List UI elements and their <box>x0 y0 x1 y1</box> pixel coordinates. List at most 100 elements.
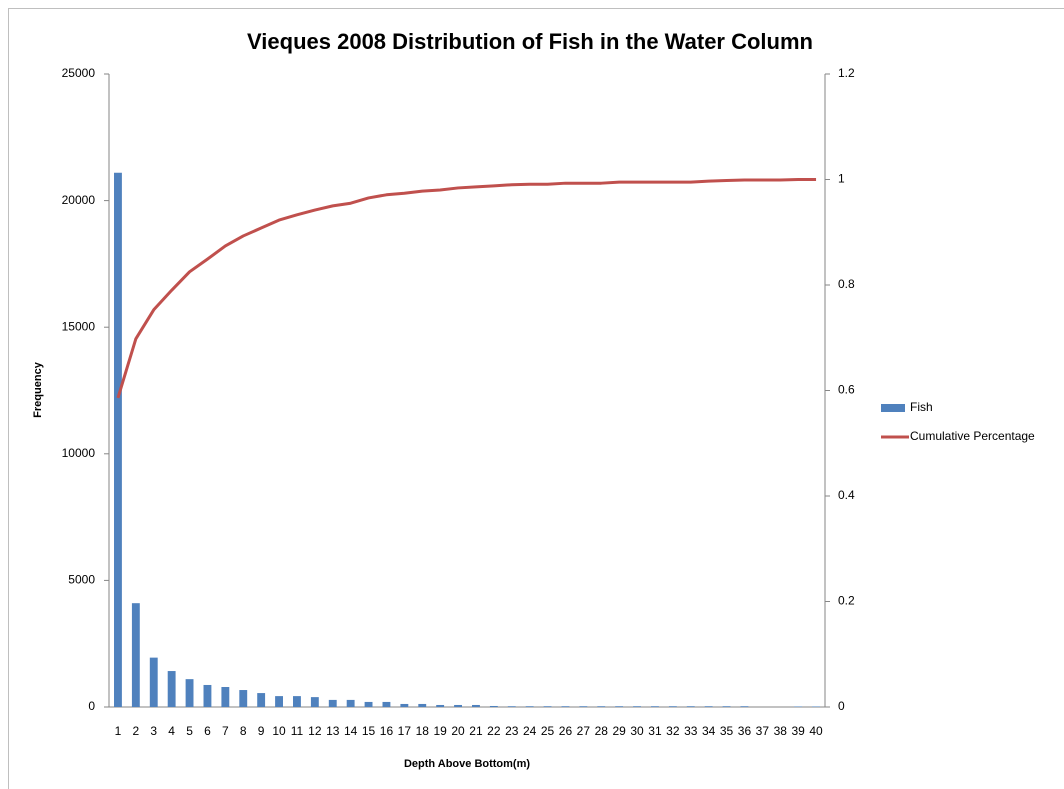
bar <box>293 696 301 707</box>
y2-tick-label: 0.2 <box>838 594 855 608</box>
bar <box>221 686 230 707</box>
x-tick-label: 33 <box>684 724 698 738</box>
x-tick-label: 4 <box>168 724 175 738</box>
y2-tick-label: 0 <box>838 699 845 713</box>
chart-title: Vieques 2008 Distribution of Fish in the… <box>247 29 813 54</box>
bar <box>454 704 462 707</box>
bar <box>651 706 659 707</box>
x-tick-label: 14 <box>344 724 358 738</box>
bar <box>310 697 319 707</box>
bar <box>633 706 641 707</box>
x-tick-label: 24 <box>523 724 537 738</box>
x-tick-label: 35 <box>720 724 734 738</box>
bar <box>597 706 606 707</box>
bar <box>489 705 498 707</box>
y-axis-title: Frequency <box>32 361 44 418</box>
x-tick-label: 25 <box>541 724 555 738</box>
bar <box>275 696 283 707</box>
bar <box>579 706 588 707</box>
bar <box>239 690 248 707</box>
bar <box>382 701 391 707</box>
y2-tick-label: 0.6 <box>838 383 855 397</box>
x-tick-label: 39 <box>791 724 805 738</box>
x-tick-label: 37 <box>756 724 770 738</box>
x-tick-label: 13 <box>326 724 340 738</box>
bar <box>686 706 695 707</box>
bar <box>185 679 194 707</box>
bar <box>615 706 624 707</box>
x-tick-label: 18 <box>416 724 430 738</box>
bar <box>203 684 212 707</box>
x-axis-title: Depth Above Bottom(m) <box>404 758 530 770</box>
x-tick-label: 9 <box>258 724 265 738</box>
x-tick-label: 10 <box>272 724 286 738</box>
x-tick-label: 31 <box>648 724 662 738</box>
y2-tick-label: 1 <box>838 172 845 186</box>
x-tick-label: 20 <box>451 724 465 738</box>
bar <box>812 706 820 707</box>
chart-border <box>8 8 1064 789</box>
x-tick-label: 19 <box>433 724 447 738</box>
bar <box>543 706 552 707</box>
x-tick-label: 12 <box>308 724 322 738</box>
x-tick-label: 23 <box>505 724 519 738</box>
x-tick-label: 38 <box>774 724 788 738</box>
x-tick-label: 17 <box>398 724 412 738</box>
x-tick-label: 3 <box>150 724 157 738</box>
x-tick-label: 5 <box>186 724 193 738</box>
y-tick-label: 10000 <box>62 446 96 460</box>
bar <box>149 657 158 707</box>
x-tick-label: 1 <box>115 724 122 738</box>
bar <box>525 706 534 707</box>
x-tick-label: 11 <box>291 724 304 738</box>
x-tick-label: 27 <box>577 724 591 738</box>
bar <box>328 699 337 707</box>
x-tick-label: 7 <box>222 724 229 738</box>
x-tick-label: 29 <box>612 724 626 738</box>
line <box>116 178 817 399</box>
x-tick-label: 8 <box>240 724 247 738</box>
x-tick-label: 15 <box>362 724 376 738</box>
y-tick-label: 15000 <box>62 319 96 333</box>
y-tick-label: 20000 <box>62 193 96 207</box>
x-tick-label: 26 <box>559 724 573 738</box>
bar <box>507 706 516 707</box>
x-tick-label: 21 <box>469 724 483 738</box>
x-tick-label: 16 <box>380 724 394 738</box>
x-tick-label: 2 <box>133 724 140 738</box>
y2-tick-label: 1.2 <box>838 66 855 80</box>
y2-tick-label: 0.4 <box>838 488 855 502</box>
y-tick-label: 0 <box>88 699 95 713</box>
legend-swatch <box>881 404 905 412</box>
x-tick-label: 30 <box>630 724 644 738</box>
bar <box>167 671 176 707</box>
legend-label: Fish <box>910 400 933 414</box>
legend-label: Cumulative Percentage <box>910 429 1035 443</box>
bar <box>704 706 713 707</box>
bar <box>436 704 445 707</box>
bar <box>722 706 731 707</box>
y-tick-label: 5000 <box>68 573 95 587</box>
bar <box>740 706 749 707</box>
bar <box>346 699 355 707</box>
x-tick-label: 22 <box>487 724 501 738</box>
x-tick-label: 34 <box>702 724 716 738</box>
bar <box>472 704 480 707</box>
bar <box>668 706 677 707</box>
bar <box>364 701 373 707</box>
bar <box>561 706 570 707</box>
x-tick-label: 32 <box>666 724 680 738</box>
bar <box>400 703 409 707</box>
bar <box>418 703 427 707</box>
y2-tick-label: 0.8 <box>838 277 855 291</box>
bar <box>257 693 266 707</box>
x-tick-label: 28 <box>595 724 609 738</box>
y-tick-label: 25000 <box>62 66 96 80</box>
x-tick-label: 40 <box>809 724 823 738</box>
x-tick-label: 36 <box>738 724 752 738</box>
bar <box>794 706 803 707</box>
bar <box>114 172 122 708</box>
x-tick-label: 6 <box>204 724 211 738</box>
